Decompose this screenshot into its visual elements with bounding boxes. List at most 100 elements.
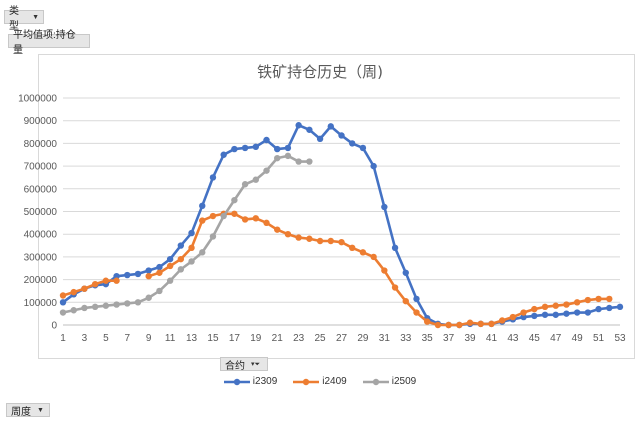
x-tick-label: 29 (357, 333, 369, 344)
data-point-i2409 (423, 318, 431, 325)
data-point-i2409 (91, 280, 99, 288)
data-point-i2409 (177, 255, 185, 263)
x-tick-label: 35 (422, 333, 434, 344)
data-point-i2309 (316, 135, 324, 143)
data-point-i2309 (573, 309, 581, 316)
data-point-i2409 (466, 319, 474, 326)
data-point-i2309 (124, 271, 131, 279)
week-filter-button[interactable]: 周度 ▼ (6, 403, 50, 418)
data-point-i2309 (177, 242, 185, 249)
data-point-i2509 (231, 196, 238, 204)
data-point-i2309 (563, 310, 570, 317)
x-tick-label: 13 (186, 333, 198, 344)
y-tick-label: 700000 (24, 162, 58, 173)
data-point-i2409 (274, 226, 281, 233)
legend-item-i2309: i2309 (223, 376, 278, 387)
x-tick-label: 41 (486, 333, 498, 344)
data-point-i2409 (241, 216, 249, 223)
data-point-i2309 (231, 145, 238, 153)
data-point-i2309 (134, 270, 142, 278)
data-point-i2409 (338, 238, 345, 246)
data-point-i2309 (606, 304, 613, 312)
y-tick-label: 300000 (24, 252, 58, 263)
x-tick-label: 11 (165, 333, 176, 344)
legend-label: i2409 (322, 376, 347, 387)
legend-item-i2509: i2509 (362, 376, 416, 387)
data-point-i2409 (381, 267, 388, 274)
data-point-i2409 (81, 285, 88, 292)
data-point-i2309 (188, 229, 195, 237)
data-point-i2309 (413, 295, 420, 303)
x-tick-label: 51 (593, 333, 605, 344)
data-point-i2509 (124, 300, 131, 307)
x-tick-label: 53 (614, 333, 626, 344)
data-point-i2409 (188, 244, 195, 252)
data-point-i2309 (145, 267, 152, 274)
data-point-i2309 (220, 151, 227, 158)
data-point-i2309 (59, 299, 67, 306)
week-filter-label: 周度 (11, 406, 31, 418)
y-tick-label: 500000 (24, 207, 58, 218)
x-tick-label: 27 (336, 333, 348, 344)
x-tick-label: 37 (443, 333, 455, 344)
contract-filter-button[interactable]: 合约 ▾⏷ (220, 357, 268, 372)
data-point-i2509 (199, 249, 206, 256)
data-point-i2409 (456, 321, 463, 329)
data-point-i2309 (370, 162, 377, 170)
dropdown-arrow-icon: ▼ (37, 406, 44, 414)
data-point-i2409 (306, 235, 313, 242)
data-point-i2509 (274, 154, 281, 162)
legend-marker-icon (293, 378, 320, 385)
data-point-i2509 (102, 302, 110, 309)
dropdown-arrow-icon: ▼ (32, 13, 39, 21)
data-point-i2409 (563, 301, 570, 308)
data-point-i2309 (616, 303, 624, 311)
data-point-i2409 (477, 320, 484, 328)
data-point-i2509 (91, 303, 99, 311)
data-point-i2409 (70, 288, 77, 296)
data-point-i2309 (113, 272, 120, 280)
data-point-i2409 (316, 237, 324, 245)
data-point-i2309 (595, 305, 602, 313)
data-point-i2309 (391, 244, 399, 252)
data-point-i2509 (177, 266, 185, 273)
data-point-i2409 (402, 297, 409, 305)
data-point-i2309 (402, 269, 409, 276)
series-line-i2309 (62, 123, 621, 327)
legend-marker-icon (362, 378, 389, 385)
data-point-i2409 (166, 262, 174, 270)
legend-label: i2309 (252, 376, 278, 387)
value-field-button[interactable]: 平均值项:持仓量 (8, 30, 90, 56)
data-point-i2509 (134, 299, 142, 306)
data-point-i2409 (199, 217, 206, 224)
data-point-i2409 (252, 215, 260, 222)
data-point-i2409 (413, 309, 420, 316)
data-point-i2409 (573, 299, 581, 306)
type-filter-label: 类型 (9, 6, 19, 32)
data-point-i2509 (166, 277, 174, 284)
data-point-i2509 (81, 304, 88, 312)
data-point-i2509 (295, 158, 302, 165)
x-tick-label: 33 (400, 333, 412, 344)
data-point-i2509 (70, 307, 77, 314)
data-point-i2309 (295, 122, 302, 129)
legend: i2309 i2409 i2509 (0, 376, 640, 387)
x-tick-label: 9 (146, 333, 152, 344)
x-tick-label: 45 (529, 333, 541, 344)
data-point-i2309 (349, 140, 356, 147)
data-point-i2409 (295, 234, 302, 241)
y-tick-label: 400000 (24, 230, 58, 241)
data-point-i2409 (552, 302, 559, 309)
contract-filter-label: 合约 (225, 360, 245, 372)
data-point-i2409 (102, 277, 110, 284)
x-tick-label: 5 (103, 333, 109, 344)
data-point-i2309 (338, 132, 345, 139)
data-point-i2409 (541, 303, 549, 311)
data-point-i2309 (359, 144, 367, 152)
type-filter-button[interactable]: 类型 ▼ (4, 6, 44, 32)
x-tick-label: 49 (572, 333, 584, 344)
data-point-i2409 (391, 284, 399, 291)
y-tick-label: 0 (51, 321, 57, 332)
data-point-i2409 (349, 244, 356, 252)
